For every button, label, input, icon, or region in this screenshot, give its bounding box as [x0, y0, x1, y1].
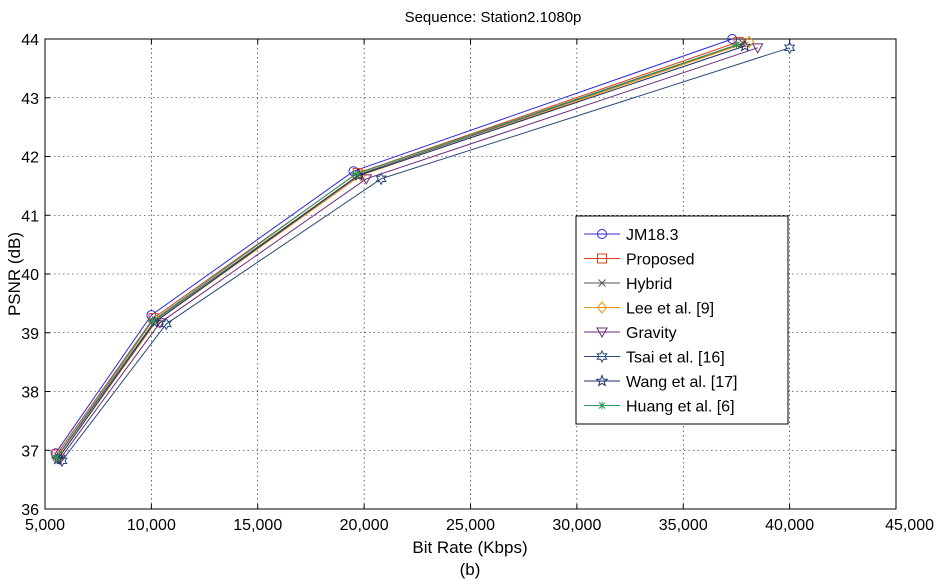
- data-point: [727, 34, 738, 44]
- data-point: [732, 40, 741, 49]
- legend-label: JM18.3: [626, 227, 679, 244]
- legend-marker: [598, 279, 606, 287]
- data-point: [751, 43, 764, 54]
- legend-marker: [596, 349, 608, 364]
- legend-item: Proposed: [584, 252, 695, 269]
- data-point: [360, 174, 373, 185]
- y-axis-label: PSNR (dB): [5, 232, 24, 316]
- y-tick-label: 37: [21, 443, 39, 460]
- x-tick-label: 20,000: [340, 517, 389, 534]
- x-tick-label: 30,000: [552, 517, 601, 534]
- legend-marker: [597, 253, 607, 264]
- chart-title: Sequence: Station2.1080p: [405, 9, 582, 26]
- legend-item: Lee et al. [9]: [584, 301, 714, 318]
- series-line: [55, 44, 737, 459]
- series-group: [50, 34, 796, 468]
- legend-label: Gravity: [626, 325, 677, 342]
- legend-item: JM18.3: [584, 227, 679, 244]
- y-tick-label: 38: [21, 385, 39, 402]
- legend: JM18.3 Proposed Hybrid Lee et al. [9] Gravit…: [575, 215, 789, 425]
- y-tick-label: 41: [21, 208, 39, 225]
- legend-box: [575, 215, 789, 425]
- legend-item: Gravity: [584, 325, 677, 342]
- data-point: [738, 39, 752, 52]
- x-axis-label: Bit Rate (Kbps): [412, 538, 527, 557]
- y-tick-label: 42: [21, 150, 39, 167]
- grid: [45, 39, 896, 509]
- y-tick-label: 43: [21, 91, 39, 108]
- legend-label: Lee et al. [9]: [626, 301, 714, 318]
- x-tick-label: 45,000: [885, 517, 934, 534]
- series-line: [57, 45, 746, 460]
- data-point: [744, 35, 755, 49]
- legend-marker: [598, 401, 606, 410]
- y-tick-label: 36: [21, 502, 39, 519]
- series-line: [55, 38, 733, 454]
- legend-item: Hybrid: [584, 276, 672, 293]
- data-point: [52, 453, 61, 462]
- data-point: [351, 170, 360, 179]
- y-tick-label: 40: [21, 267, 39, 284]
- legend-label: Wang et al. [17]: [626, 374, 737, 391]
- series-7: [52, 40, 741, 462]
- data-point: [160, 317, 172, 331]
- legend-item: Wang et al. [17]: [584, 374, 737, 391]
- data-point: [51, 452, 65, 465]
- legend-marker: [596, 327, 608, 339]
- legend-marker: [595, 374, 609, 387]
- series-line: [59, 47, 758, 460]
- data-point: [783, 41, 796, 55]
- x-tick-label: 5,000: [25, 517, 65, 534]
- series-line: [56, 41, 739, 455]
- x-tick-label: 25,000: [446, 517, 495, 534]
- series-line: [57, 42, 743, 457]
- data-point: [148, 317, 157, 325]
- legend-marker: [597, 229, 607, 239]
- x-tick-label: 40,000: [765, 517, 814, 534]
- legend-item: Tsai et al. [16]: [584, 350, 725, 367]
- legend-marker: [596, 301, 608, 314]
- legend-item: Huang et al. [6]: [584, 399, 735, 416]
- y-tick-label: 44: [21, 32, 39, 49]
- x-tick-label: 10,000: [127, 517, 176, 534]
- legend-label: Hybrid: [626, 276, 672, 293]
- figure-caption: (b): [460, 560, 481, 579]
- y-axis-ticks: 36 37 38 39 40 41 42 43 44: [21, 32, 896, 519]
- legend-label: Proposed: [626, 252, 695, 269]
- x-tick-label: 15,000: [233, 517, 282, 534]
- x-axis-ticks: 5,000 10,000 15,000 20,000 25,000 30,000 35,00…: [25, 39, 934, 534]
- series-line: [61, 47, 790, 462]
- data-point: [375, 172, 387, 186]
- x-tick-label: 35,000: [659, 517, 708, 534]
- legend-label: Huang et al. [6]: [626, 399, 735, 416]
- data-point: [147, 315, 162, 328]
- y-tick-label: 39: [21, 326, 39, 343]
- legend-label: Tsai et al. [16]: [626, 350, 725, 367]
